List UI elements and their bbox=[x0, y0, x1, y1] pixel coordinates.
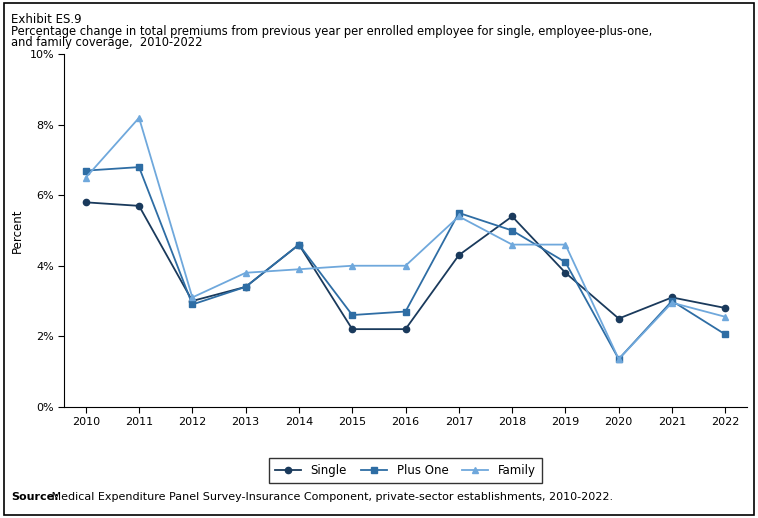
Text: and family coverage,  2010-2022: and family coverage, 2010-2022 bbox=[11, 36, 203, 49]
Text: Medical Expenditure Panel Survey-Insurance Component, private-sector establishme: Medical Expenditure Panel Survey-Insuran… bbox=[48, 493, 613, 502]
Y-axis label: Percent: Percent bbox=[11, 208, 23, 253]
Text: Exhibit ES.9: Exhibit ES.9 bbox=[11, 13, 82, 26]
Text: Percentage change in total premiums from previous year per enrolled employee for: Percentage change in total premiums from… bbox=[11, 25, 653, 38]
Text: Source:: Source: bbox=[11, 493, 59, 502]
Legend: Single, Plus One, Family: Single, Plus One, Family bbox=[269, 458, 542, 483]
